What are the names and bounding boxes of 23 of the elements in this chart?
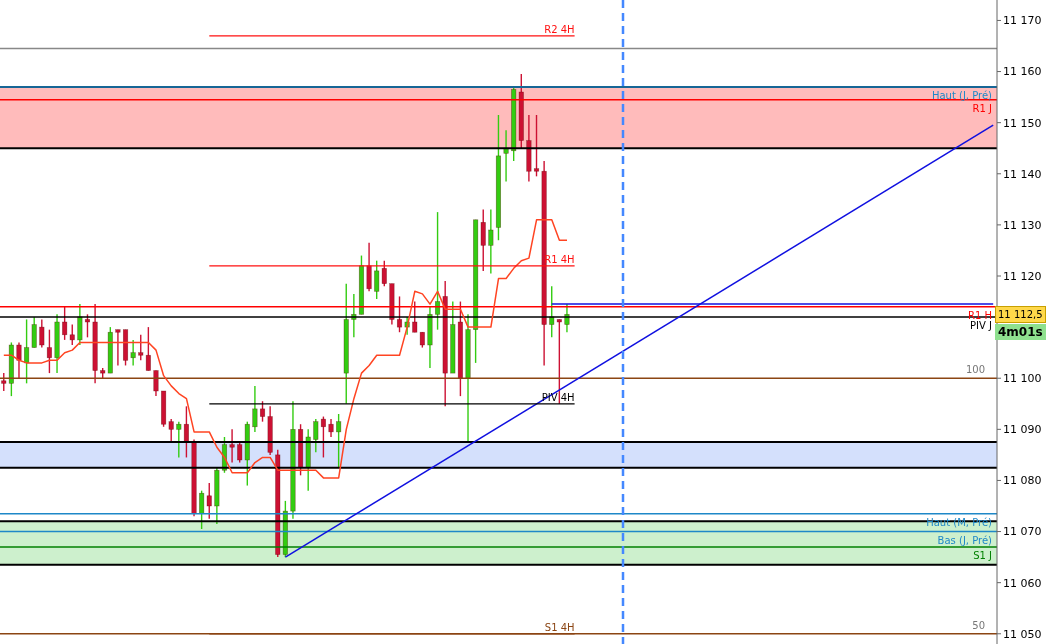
y-tick-label: 11 140 (1003, 167, 1042, 181)
y-tick-label: 11 160 (1003, 65, 1042, 79)
y-tick-label: 11 050 (1003, 627, 1042, 641)
y-tick-label: 11 170 (1003, 14, 1042, 28)
y-tick-label: 11 120 (1003, 269, 1042, 283)
y-tick-label: 11 090 (1003, 423, 1042, 437)
y-tick-label: 11 080 (1003, 474, 1042, 488)
text: 4m01s (995, 324, 1046, 341)
y-tick-label: 11 130 (1003, 218, 1042, 232)
y-tick-label: 11 060 (1003, 576, 1042, 590)
y-tick-label: 11 150 (1003, 116, 1042, 130)
series-label: R2 4H (544, 23, 575, 35)
series-label: S1 4H (544, 621, 575, 633)
annotation: 50 (972, 619, 985, 632)
y-tick-label: 11 100 (1003, 372, 1042, 386)
ref-line-label: R1 J (972, 102, 992, 114)
annotation: 100 (965, 364, 985, 377)
y-tick-label: 11 070 (1003, 525, 1042, 539)
text: 11 112,5 (995, 306, 1046, 324)
ref-line-label: S1 J (973, 549, 992, 561)
ref-line-label: Bas (J, Pré) (937, 534, 993, 546)
ref-line-label: Haut (J, Pré) (931, 89, 993, 101)
ref-line-label: PIV J (970, 319, 992, 331)
